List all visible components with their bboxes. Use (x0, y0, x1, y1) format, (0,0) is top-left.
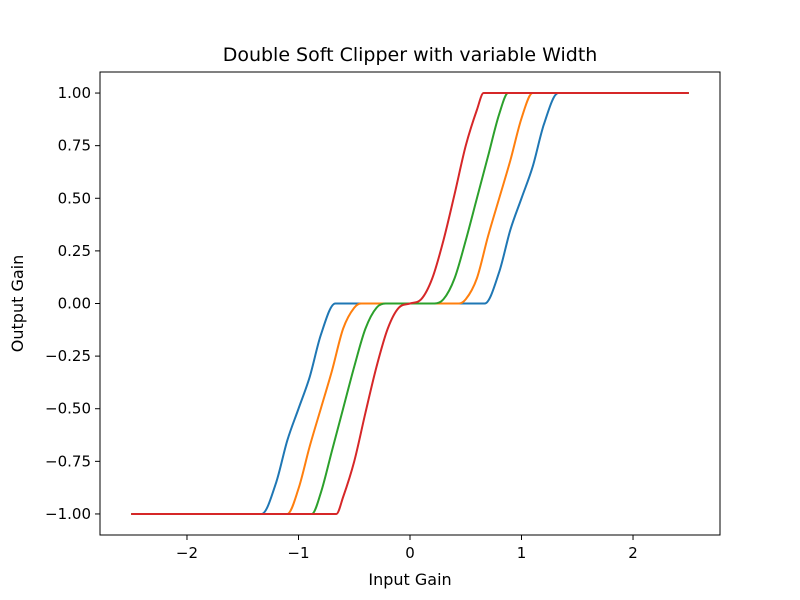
x-tick-label: 0 (405, 544, 415, 562)
y-axis-label: Output Gain (8, 255, 27, 352)
x-tick-label: −2 (176, 544, 198, 562)
y-tick-label: 0.75 (58, 137, 91, 155)
plot-frame (99, 71, 721, 536)
y-tick-label: 1.00 (58, 84, 91, 102)
y-tick-label: −0.50 (45, 400, 91, 418)
y-tick-label: 0.00 (58, 295, 91, 313)
x-tick-label: 1 (517, 544, 527, 562)
chart-title: Double Soft Clipper with variable Width (223, 44, 598, 66)
x-axis-label: Input Gain (368, 570, 451, 589)
ticks-layer: −2 −1 0 1 2 1.00 0.75 0.50 0.25 0.00 −0.25 −0.50 −0.… (45, 84, 638, 562)
x-tick-label: 2 (628, 544, 638, 562)
series-line-4 (131, 92, 689, 515)
series-layer (131, 92, 689, 515)
y-tick-label: 0.50 (58, 189, 91, 207)
y-tick-label: −0.75 (45, 452, 91, 470)
y-tick-label: −0.25 (45, 347, 91, 365)
y-tick-label: 0.25 (58, 242, 91, 260)
y-tick-label: −1.00 (45, 505, 91, 523)
x-tick-label: −1 (287, 544, 309, 562)
